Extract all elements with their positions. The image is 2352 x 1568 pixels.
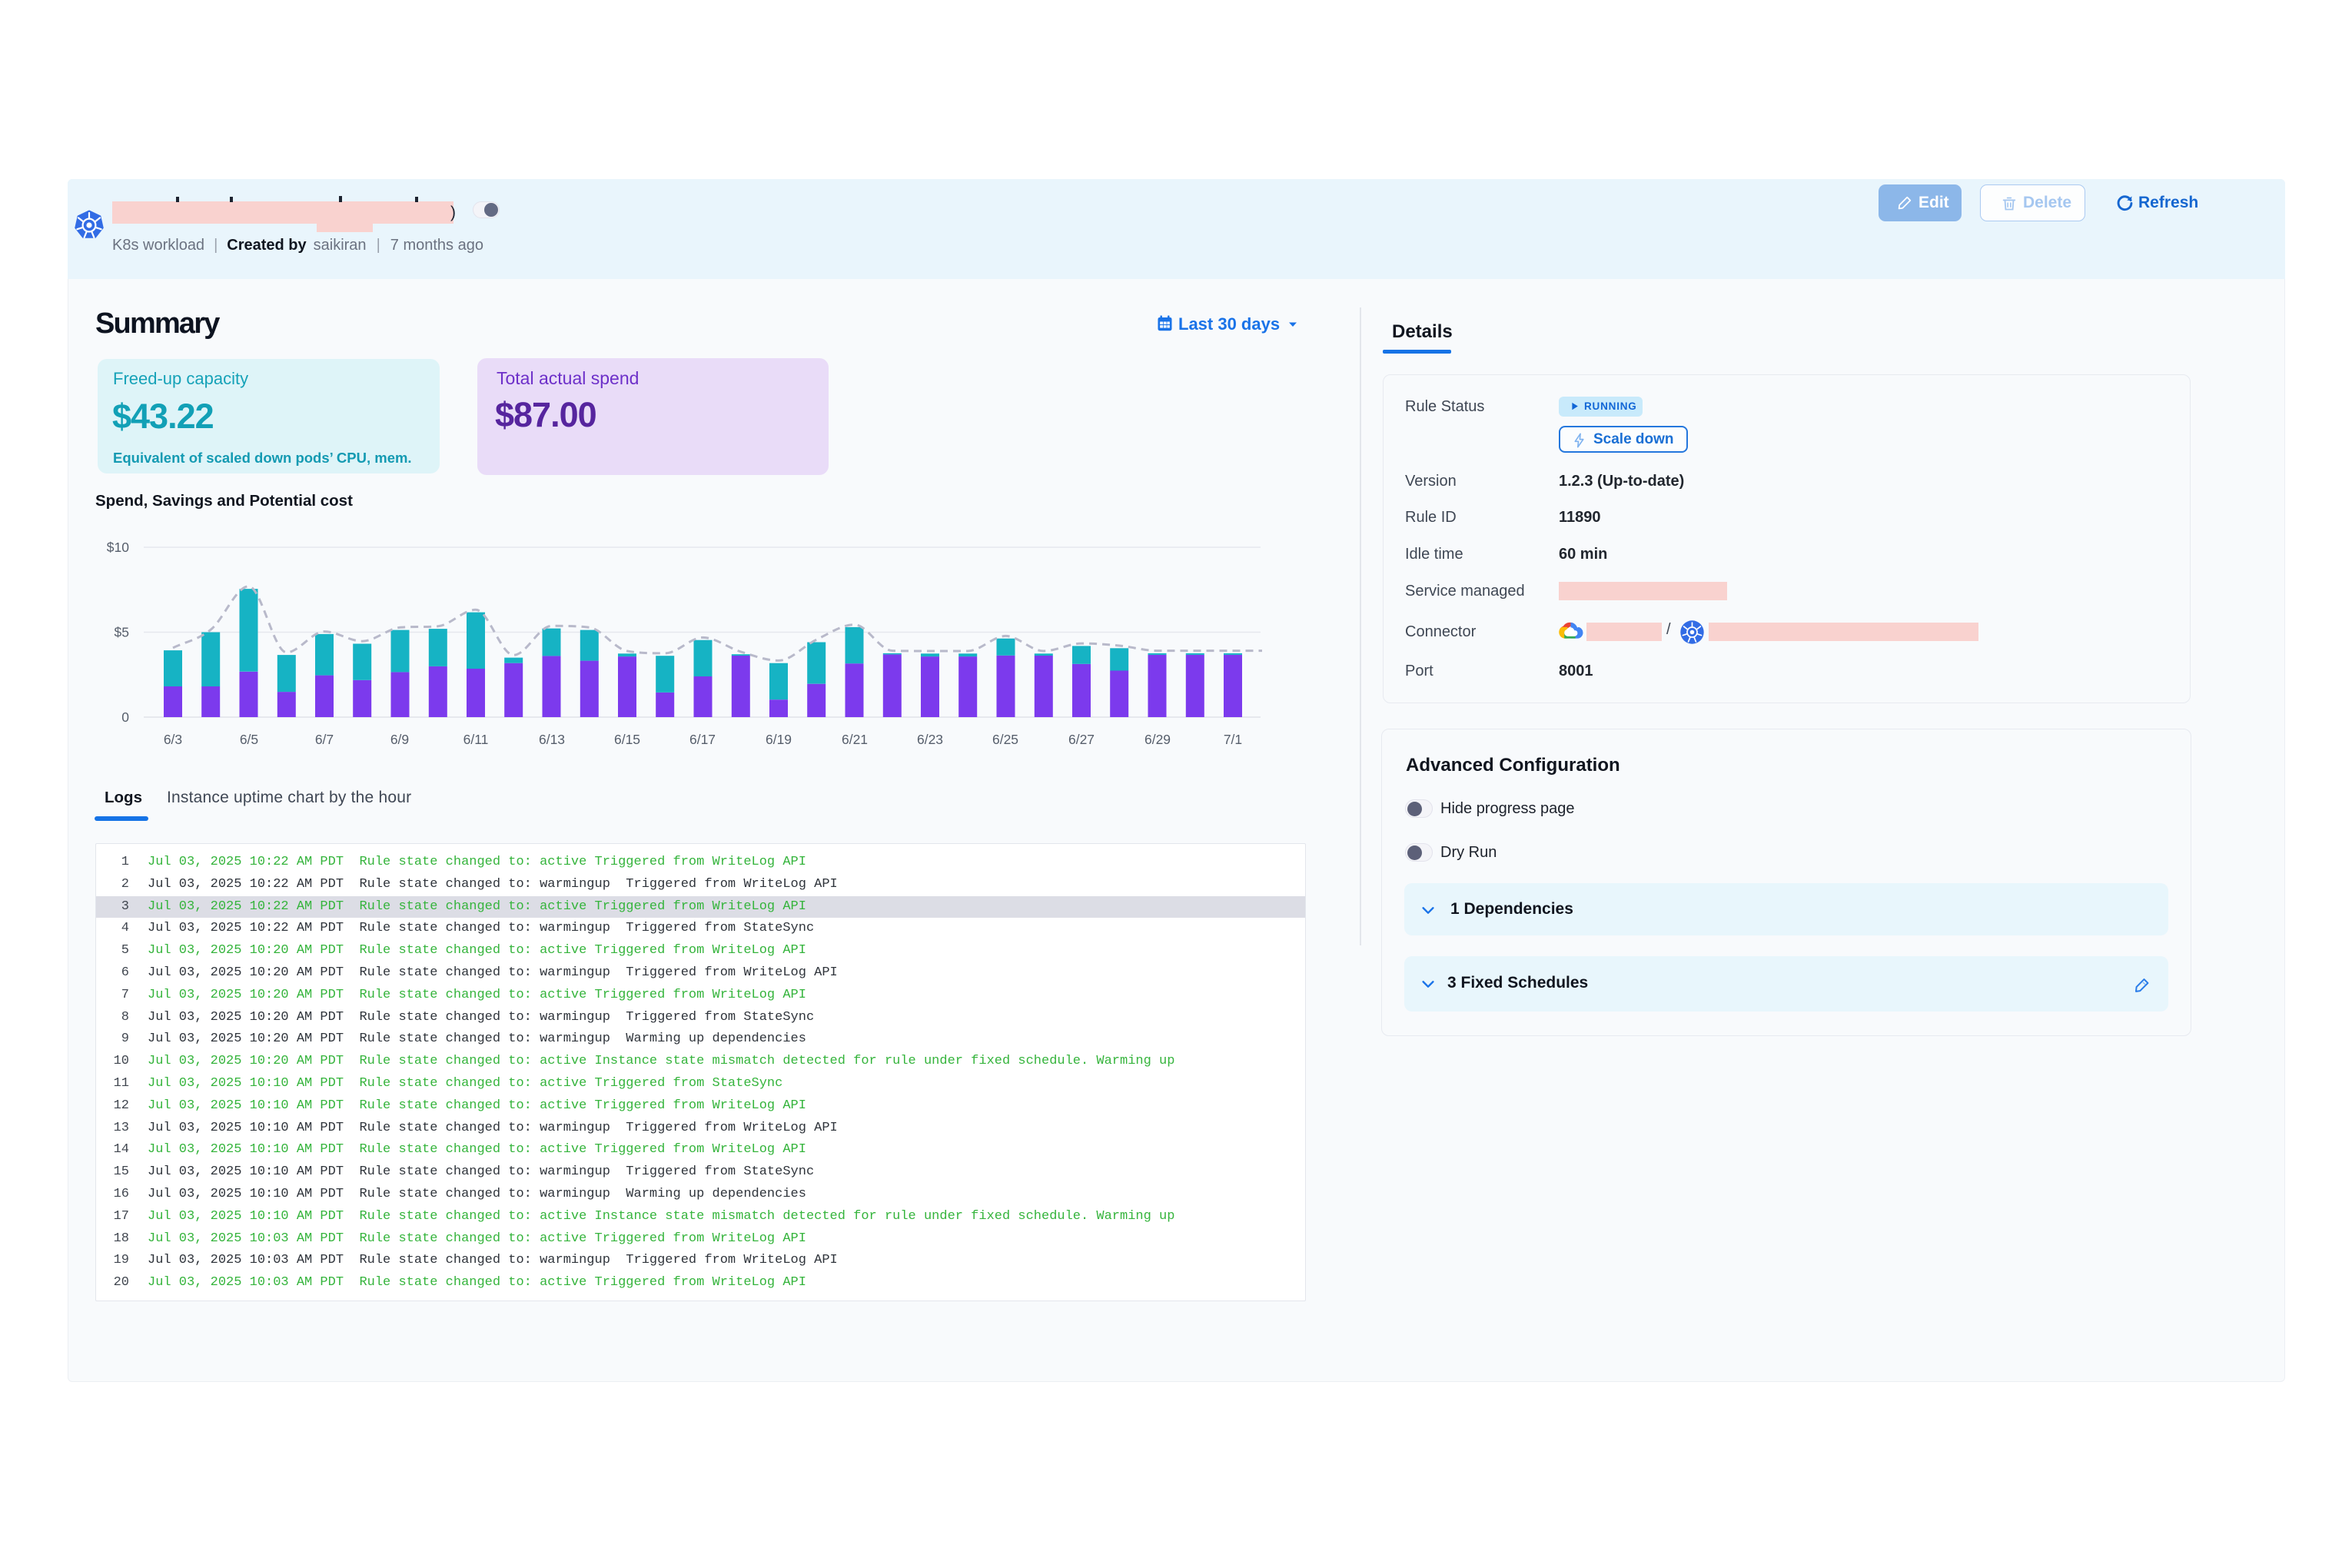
svg-text:6/25: 6/25 (992, 732, 1018, 747)
svg-text:$10: $10 (107, 540, 129, 555)
svg-text:6/9: 6/9 (390, 732, 409, 747)
svg-text:7/1: 7/1 (1224, 732, 1242, 747)
svg-text:6/23: 6/23 (917, 732, 943, 747)
svg-text:0: 0 (121, 709, 129, 725)
svg-text:6/21: 6/21 (842, 732, 868, 747)
svg-text:6/17: 6/17 (689, 732, 716, 747)
svg-text:6/3: 6/3 (164, 732, 182, 747)
svg-text:6/27: 6/27 (1068, 732, 1095, 747)
svg-text:6/29: 6/29 (1144, 732, 1171, 747)
svg-text:6/5: 6/5 (240, 732, 258, 747)
svg-text:6/13: 6/13 (539, 732, 565, 747)
svg-text:6/7: 6/7 (315, 732, 334, 747)
svg-text:6/15: 6/15 (614, 732, 640, 747)
svg-text:6/11: 6/11 (463, 732, 489, 747)
svg-text:6/19: 6/19 (766, 732, 792, 747)
svg-text:$5: $5 (115, 625, 129, 640)
